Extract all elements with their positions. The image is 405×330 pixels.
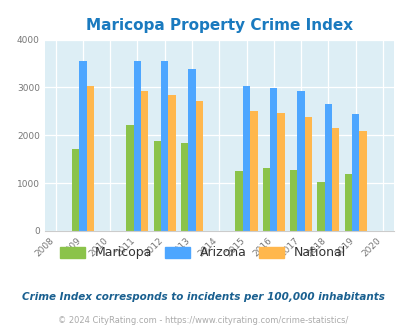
Bar (296, 91, 304, 231)
Legend: Maricopa, Arizona, National: Maricopa, Arizona, National (60, 247, 345, 259)
Bar (262, 168, 269, 231)
Bar (141, 91, 148, 231)
Bar (168, 95, 175, 231)
Bar (289, 170, 296, 231)
Bar (344, 174, 351, 231)
Text: © 2024 CityRating.com - https://www.cityrating.com/crime-statistics/: © 2024 CityRating.com - https://www.city… (58, 316, 347, 325)
Bar (249, 111, 257, 231)
Bar (195, 101, 202, 231)
Bar (188, 69, 195, 231)
Bar (72, 149, 79, 231)
Bar (79, 61, 86, 231)
Bar (133, 61, 141, 231)
Bar (317, 182, 324, 231)
Bar (358, 130, 366, 231)
Text: Crime Index corresponds to incidents per 100,000 inhabitants: Crime Index corresponds to incidents per… (21, 292, 384, 302)
Bar (324, 104, 331, 231)
Bar (277, 113, 284, 231)
Bar (181, 143, 188, 231)
Bar (126, 125, 133, 231)
Title: Maricopa Property Crime Index: Maricopa Property Crime Index (85, 18, 352, 33)
Bar (86, 85, 94, 231)
Bar (153, 141, 161, 231)
Bar (235, 171, 242, 231)
Bar (331, 128, 339, 231)
Bar (242, 85, 249, 231)
Bar (351, 114, 358, 231)
Bar (269, 88, 277, 231)
Bar (304, 117, 311, 231)
Bar (161, 61, 168, 231)
